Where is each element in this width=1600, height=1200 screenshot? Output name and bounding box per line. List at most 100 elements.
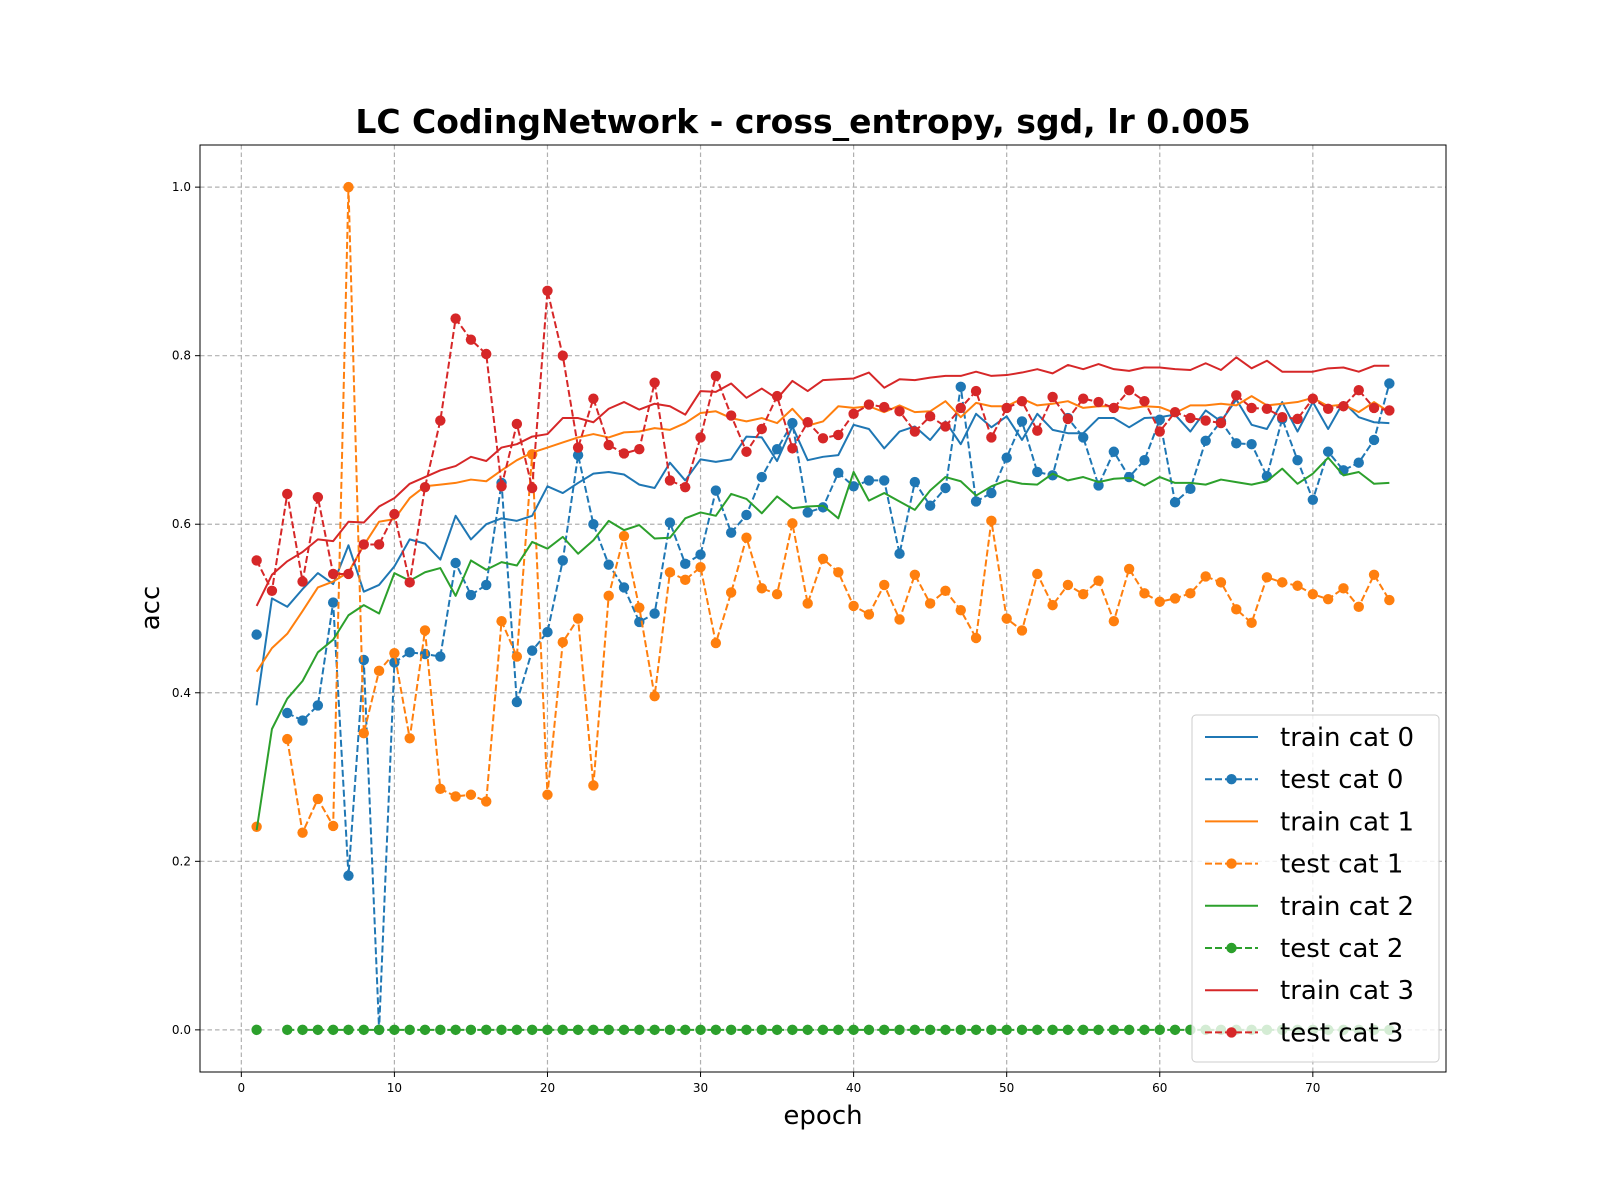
data-point [1353,457,1364,468]
data-point [1215,577,1227,588]
data-point [1078,588,1089,600]
data-point [1093,1024,1104,1036]
legend-label: train cat 3 [1280,976,1414,1006]
data-point [741,509,752,521]
data-point [725,1024,737,1036]
data-point [879,475,890,486]
chart-title: LC CodingNetwork - cross_entropy, sgd, l… [355,102,1250,141]
data-point [664,567,676,578]
data-point [695,562,706,573]
data-point [419,625,431,636]
legend-item: train cat 0 [1205,723,1414,753]
data-point [419,1024,431,1036]
data-point [526,1024,538,1036]
ticks: 0 10 20 30 40 50 60 70 0.0 0.2 0.4 0.6 0.8 1.0 [172,180,1321,1095]
data-point [817,553,829,564]
data-point [435,415,446,426]
series-line [255,356,1390,607]
data-point [725,527,737,538]
data-point [771,390,783,402]
data-point [833,467,844,479]
data-point [879,579,890,591]
data-point [404,1024,415,1036]
data-point [251,555,262,566]
data-point [389,657,400,668]
data-point [710,485,722,496]
data-point [373,1024,385,1036]
series-train-cat-2 [255,456,1390,831]
data-point [1154,426,1165,437]
y-tick-label: 0.4 [172,686,191,700]
data-point [894,1024,905,1036]
data-point [435,651,446,662]
data-point [986,432,997,443]
data-point [741,446,752,457]
data-point [251,1024,262,1036]
data-point [680,558,691,570]
data-point [649,690,660,702]
data-point [358,654,369,666]
data-point [526,449,538,460]
data-point [1200,435,1211,446]
data-point [343,870,354,881]
data-point [909,1024,921,1036]
data-point [1108,446,1120,457]
data-point [863,609,875,620]
data-point [787,417,798,429]
y-tick-label: 0.0 [172,1023,191,1037]
data-point [1368,402,1380,414]
data-point [496,615,507,627]
data-point [1368,434,1380,446]
data-point [710,637,722,649]
series-line [255,395,1390,673]
data-point [879,401,890,413]
data-point [542,626,553,638]
plot-frame [199,144,1447,1073]
data-point [940,585,951,597]
legend-item: test cat 2 [1205,934,1403,964]
data-point [1261,572,1273,583]
data-point [833,567,844,578]
data-point [297,827,308,838]
data-point [1246,402,1257,414]
data-point [1062,1024,1074,1036]
legend-label: train cat 2 [1280,892,1414,922]
data-point [710,1024,722,1036]
data-point [1292,580,1303,591]
data-point [542,789,553,800]
data-point [481,796,492,807]
data-point [435,783,446,795]
data-point [649,377,660,388]
legend-label: test cat 2 [1280,934,1403,964]
data-point [695,1024,706,1036]
data-point [817,1024,829,1036]
data-point [1032,466,1043,478]
data-point [297,1024,308,1036]
data-point [802,417,813,428]
data-point [634,1024,645,1036]
data-point [848,408,859,420]
data-point [465,1024,477,1036]
data-point [970,496,982,507]
series-layer [251,181,1395,1036]
data-point [343,568,354,580]
legend-item: train cat 3 [1205,976,1414,1006]
data-point [404,577,415,588]
data-point [1246,617,1257,629]
data-point [542,285,553,296]
data-point [358,1024,369,1036]
data-point [924,411,936,422]
data-point [557,555,568,566]
data-point [1108,615,1120,627]
data-point [572,1024,584,1036]
data-point [1139,454,1150,466]
data-point [1016,625,1028,636]
data-point [802,598,813,609]
data-point [664,517,676,528]
data-point [343,181,354,193]
data-point [1078,432,1089,443]
data-point [863,1024,875,1036]
x-tick-label: 10 [387,1081,402,1095]
data-point [970,385,982,397]
data-point [1231,438,1242,449]
